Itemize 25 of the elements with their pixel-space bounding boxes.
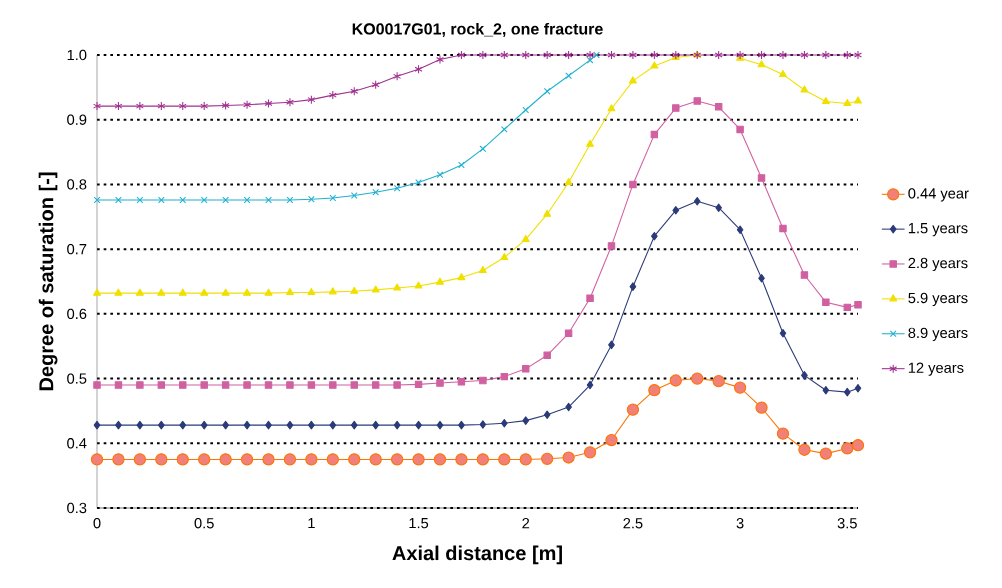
y-tick-label: 0.4 [67,438,87,449]
x-tick-label: 1 [308,518,315,529]
y-tick-label: 0.3 [67,502,87,514]
y-tick-label: 0.6 [67,308,87,320]
legend-label: 8.9 years [908,327,968,341]
x-tick-label: 0 [93,518,101,529]
legend-label: 5.9 years [908,292,968,307]
chart-title: KO0017G01, rock_2, one fracture [352,22,603,37]
x-tick-label: 0.5 [194,518,214,529]
y-tick-label: 1.0 [67,49,87,61]
x-tick-label: 2.5 [623,518,643,529]
y-axis-title: Degree of saturation [-] [38,172,58,391]
legend-label: 12 years [908,362,964,376]
x-tick-label: 1.5 [409,518,429,529]
x-axis-title: Axial distance [m] [392,545,562,565]
legend-label: 0.44 year [908,188,969,202]
legend-label: 1.5 years [908,223,968,237]
x-tick-label: 2 [522,518,530,529]
y-tick-label: 0.9 [67,114,87,125]
y-tick-label: 0.7 [67,243,87,255]
legend-label: 2.8 years [908,257,968,272]
x-tick-label: 3 [736,518,744,529]
y-tick-label: 0.5 [67,373,87,384]
x-tick-label: 3.5 [837,518,857,529]
y-tick-label: 0.8 [67,179,87,190]
